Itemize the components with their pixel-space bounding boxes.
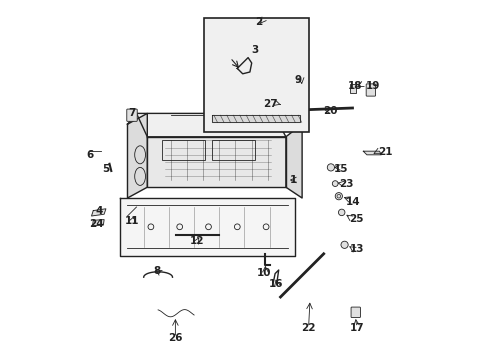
Text: 14: 14 [346,197,360,207]
FancyBboxPatch shape [204,18,309,132]
Text: 4: 4 [95,206,102,216]
Text: 19: 19 [366,81,380,91]
FancyBboxPatch shape [350,307,360,318]
Circle shape [332,181,337,186]
Bar [212,140,255,160]
Text: 16: 16 [268,279,283,289]
Text: 24: 24 [89,219,104,229]
Text: 22: 22 [301,323,315,333]
Circle shape [335,193,342,200]
Text: 3: 3 [251,45,258,55]
Text: 11: 11 [124,216,139,226]
Polygon shape [120,198,294,256]
Text: 2: 2 [255,17,262,27]
Text: 10: 10 [257,268,271,278]
Text: 9: 9 [294,75,302,85]
Text: 12: 12 [189,236,204,246]
Text: 27: 27 [263,99,277,109]
Text: 8: 8 [153,266,161,276]
Polygon shape [91,209,106,216]
Text: 15: 15 [333,164,347,174]
Circle shape [340,241,347,248]
Text: 6: 6 [86,150,94,160]
Text: 26: 26 [168,333,182,343]
Polygon shape [363,151,381,155]
Polygon shape [136,113,285,137]
Polygon shape [147,137,285,187]
Text: 17: 17 [349,323,364,333]
Polygon shape [285,124,302,198]
Text: 13: 13 [349,244,364,254]
FancyBboxPatch shape [276,102,284,109]
Text: 5: 5 [102,164,109,174]
Polygon shape [92,220,104,226]
Text: 21: 21 [378,147,392,157]
Bar [162,140,204,160]
Text: 18: 18 [347,81,362,91]
Text: 23: 23 [338,179,353,189]
Polygon shape [127,113,147,198]
Text: 1: 1 [289,175,296,185]
Text: 7: 7 [128,108,136,118]
FancyBboxPatch shape [126,109,137,121]
FancyBboxPatch shape [366,84,375,96]
Bar [349,84,355,93]
Circle shape [338,209,344,216]
Text: 20: 20 [322,106,337,116]
Text: 25: 25 [349,214,364,224]
Polygon shape [212,115,300,122]
Circle shape [326,164,334,171]
